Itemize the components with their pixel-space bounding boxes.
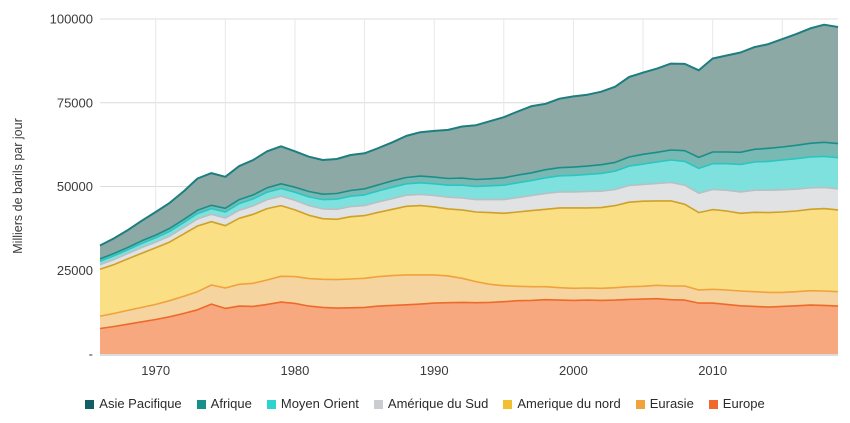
x-tick-label: 1980 xyxy=(280,363,309,378)
x-tick-label: 2000 xyxy=(559,363,588,378)
legend-swatch-asie-pacifique xyxy=(85,399,95,409)
legend-item-moyen-orient[interactable]: Moyen Orient xyxy=(266,396,359,412)
legend-label-asie-pacifique: Asie Pacifique xyxy=(99,396,182,411)
y-tick-label: 50000 xyxy=(57,179,93,194)
legend-item-amerique-du-nord[interactable]: Amerique du nord xyxy=(503,396,621,412)
legend-item-eurasie[interactable]: Eurasie xyxy=(635,396,694,412)
legend-label-afrique: Afrique xyxy=(210,396,252,411)
y-tick-label: 25000 xyxy=(57,263,93,278)
legend-item-amerique-du-sud[interactable]: Amérique du Sud xyxy=(373,396,489,412)
area-eurasie xyxy=(100,274,838,329)
boundary-line-amerique-du-sud xyxy=(99,181,839,266)
y-tick-label: - xyxy=(89,347,93,362)
chart-plot-area: - 25000 50000 75000 100000 1970 1980 1990 2000 20… xyxy=(50,12,839,378)
boundary-line-moyen-orient xyxy=(99,155,839,262)
legend-swatch-eurasie xyxy=(635,399,645,409)
boundary-line-asie-pacifique xyxy=(99,23,839,247)
chart-legend: Asie Pacifique Afrique Moyen Orient Amériqu… xyxy=(0,396,850,412)
legend-item-afrique[interactable]: Afrique xyxy=(196,396,252,412)
x-tick-label: 2010 xyxy=(698,363,727,378)
y-axis-title: Milliers de barils par jour xyxy=(11,118,25,254)
legend-swatch-amerique-du-sud xyxy=(373,399,383,409)
legend-label-europe: Europe xyxy=(722,396,765,411)
legend-label-amerique-du-nord: Amerique du nord xyxy=(517,396,621,411)
legend-swatch-europe xyxy=(708,399,718,409)
area-amerique-du-nord xyxy=(100,200,838,317)
legend-item-asie-pacifique[interactable]: Asie Pacifique xyxy=(85,396,182,412)
area-europe xyxy=(100,298,838,354)
boundary-line-amerique-du-nord xyxy=(99,200,839,270)
area-afrique xyxy=(100,142,838,262)
area-amerique-du-sud xyxy=(100,182,838,270)
legend-swatch-afrique xyxy=(196,399,206,409)
legend-label-amerique-du-sud: Amérique du Sud xyxy=(387,396,489,411)
y-tick-label: 75000 xyxy=(57,95,93,110)
boundary-line-eurasie xyxy=(99,274,839,317)
legend-label-eurasie: Eurasie xyxy=(649,396,694,411)
legend-label-moyen-orient: Moyen Orient xyxy=(280,396,359,411)
legend-swatch-moyen-orient xyxy=(266,399,276,409)
x-tick-label: 1970 xyxy=(141,363,170,378)
boundary-line-afrique xyxy=(99,141,839,260)
y-tick-label: 100000 xyxy=(50,12,93,27)
legend-item-europe[interactable]: Europe xyxy=(708,396,765,412)
area-asie-pacifique xyxy=(100,24,838,259)
legend-swatch-amerique-du-nord xyxy=(503,399,513,409)
boundary-line-europe xyxy=(99,297,839,330)
x-tick-label: 1990 xyxy=(420,363,449,378)
